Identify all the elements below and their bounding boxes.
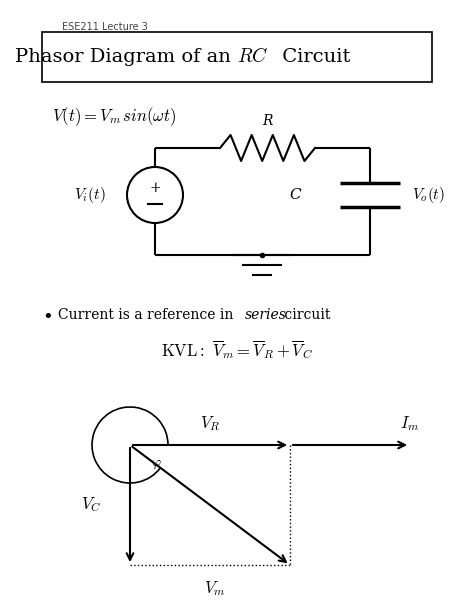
Text: $\mathit{V(t)=V_m\,sin(\omega t)}$: $\mathit{V(t)=V_m\,sin(\omega t)}$	[52, 105, 176, 128]
Text: •: •	[42, 308, 53, 326]
Text: R: R	[262, 114, 273, 128]
Text: $\varphi$: $\varphi$	[151, 457, 162, 471]
Text: $\mathit{I_m}$: $\mathit{I_m}$	[400, 414, 419, 433]
Text: $\mathit{V_C}$: $\mathit{V_C}$	[82, 495, 102, 514]
Text: $\mathit{V_i(t)}$: $\mathit{V_i(t)}$	[74, 185, 106, 205]
Text: $\mathit{RC}$: $\mathit{RC}$	[237, 47, 269, 66]
Text: ESE211 Lecture 3: ESE211 Lecture 3	[62, 22, 148, 32]
Text: $\mathrm{KVL:}\ \overline{V}_m = \overline{V}_R + \overline{V}_C$: $\mathrm{KVL:}\ \overline{V}_m = \overli…	[161, 338, 313, 361]
Text: series: series	[245, 308, 287, 322]
Text: +: +	[149, 181, 161, 195]
Text: Current is a reference in: Current is a reference in	[58, 308, 238, 322]
FancyBboxPatch shape	[42, 32, 432, 82]
Circle shape	[127, 167, 183, 223]
Text: Circuit: Circuit	[276, 48, 350, 66]
Text: $\mathit{V_o(t)}$: $\mathit{V_o(t)}$	[411, 185, 445, 205]
Text: $\mathit{V_m}$: $\mathit{V_m}$	[204, 579, 226, 598]
Text: $\mathit{V_R}$: $\mathit{V_R}$	[200, 414, 220, 433]
Text: Phasor Diagram of an: Phasor Diagram of an	[15, 48, 237, 66]
Text: circuit: circuit	[280, 308, 330, 322]
Text: C: C	[289, 188, 301, 202]
